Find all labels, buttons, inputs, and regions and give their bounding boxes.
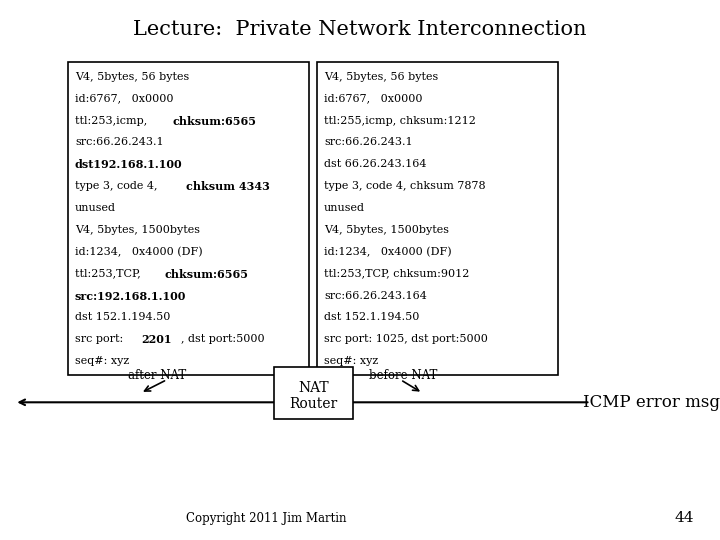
Text: seq#: xyz: seq#: xyz bbox=[324, 356, 378, 366]
Text: chksum:6565: chksum:6565 bbox=[173, 116, 256, 126]
Text: 2201: 2201 bbox=[142, 334, 172, 345]
Text: src port: 1025, dst port:5000: src port: 1025, dst port:5000 bbox=[324, 334, 488, 345]
Text: type 3, code 4, chksum 7878: type 3, code 4, chksum 7878 bbox=[324, 181, 485, 191]
Text: NAT: NAT bbox=[298, 381, 328, 395]
Text: Router: Router bbox=[289, 397, 338, 411]
Text: id:6767,   0x0000: id:6767, 0x0000 bbox=[75, 94, 174, 104]
Text: ttl:253,TCP,: ttl:253,TCP, bbox=[75, 268, 144, 279]
Text: unused: unused bbox=[75, 203, 116, 213]
Text: unused: unused bbox=[324, 203, 365, 213]
Text: src port:: src port: bbox=[75, 334, 127, 345]
Text: V4, 5bytes, 56 bytes: V4, 5bytes, 56 bytes bbox=[75, 72, 189, 82]
Text: ICMP error msg: ICMP error msg bbox=[583, 394, 720, 411]
Text: dst 152.1.194.50: dst 152.1.194.50 bbox=[324, 312, 419, 322]
Text: id:1234,   0x4000 (DF): id:1234, 0x4000 (DF) bbox=[75, 247, 202, 257]
Text: after NAT: after NAT bbox=[128, 369, 186, 382]
Text: id:6767,   0x0000: id:6767, 0x0000 bbox=[324, 94, 423, 104]
Text: chksum:6565: chksum:6565 bbox=[164, 268, 248, 280]
Text: Copyright 2011 Jim Martin: Copyright 2011 Jim Martin bbox=[186, 512, 346, 525]
Text: src:66.26.243.1: src:66.26.243.1 bbox=[324, 137, 413, 147]
Bar bbox=[68, 62, 309, 375]
Text: dst 152.1.194.50: dst 152.1.194.50 bbox=[75, 312, 170, 322]
Text: 44: 44 bbox=[674, 511, 694, 525]
Text: seq#: xyz: seq#: xyz bbox=[75, 356, 129, 366]
Text: id:1234,   0x4000 (DF): id:1234, 0x4000 (DF) bbox=[324, 247, 451, 257]
Text: before NAT: before NAT bbox=[369, 369, 437, 382]
Text: , dst port:5000: , dst port:5000 bbox=[181, 334, 265, 345]
Text: dst192.168.1.100: dst192.168.1.100 bbox=[75, 159, 182, 170]
Text: Lecture:  Private Network Interconnection: Lecture: Private Network Interconnection bbox=[133, 20, 587, 39]
Text: src:66.26.243.164: src:66.26.243.164 bbox=[324, 291, 427, 301]
Bar bbox=[274, 367, 353, 418]
Text: src:66.26.243.1: src:66.26.243.1 bbox=[75, 137, 163, 147]
Text: ttl:253,TCP, chksum:9012: ttl:253,TCP, chksum:9012 bbox=[324, 268, 469, 279]
Text: ttl:253,icmp,: ttl:253,icmp, bbox=[75, 116, 150, 126]
Text: V4, 5bytes, 1500bytes: V4, 5bytes, 1500bytes bbox=[324, 225, 449, 235]
Text: type 3, code 4,: type 3, code 4, bbox=[75, 181, 161, 191]
Text: ttl:255,icmp, chksum:1212: ttl:255,icmp, chksum:1212 bbox=[324, 116, 476, 126]
Text: V4, 5bytes, 1500bytes: V4, 5bytes, 1500bytes bbox=[75, 225, 200, 235]
Bar bbox=[317, 62, 558, 375]
Text: dst 66.26.243.164: dst 66.26.243.164 bbox=[324, 159, 426, 170]
Text: src:192.168.1.100: src:192.168.1.100 bbox=[75, 291, 186, 301]
Text: V4, 5bytes, 56 bytes: V4, 5bytes, 56 bytes bbox=[324, 72, 438, 82]
Text: chksum 4343: chksum 4343 bbox=[186, 181, 270, 192]
